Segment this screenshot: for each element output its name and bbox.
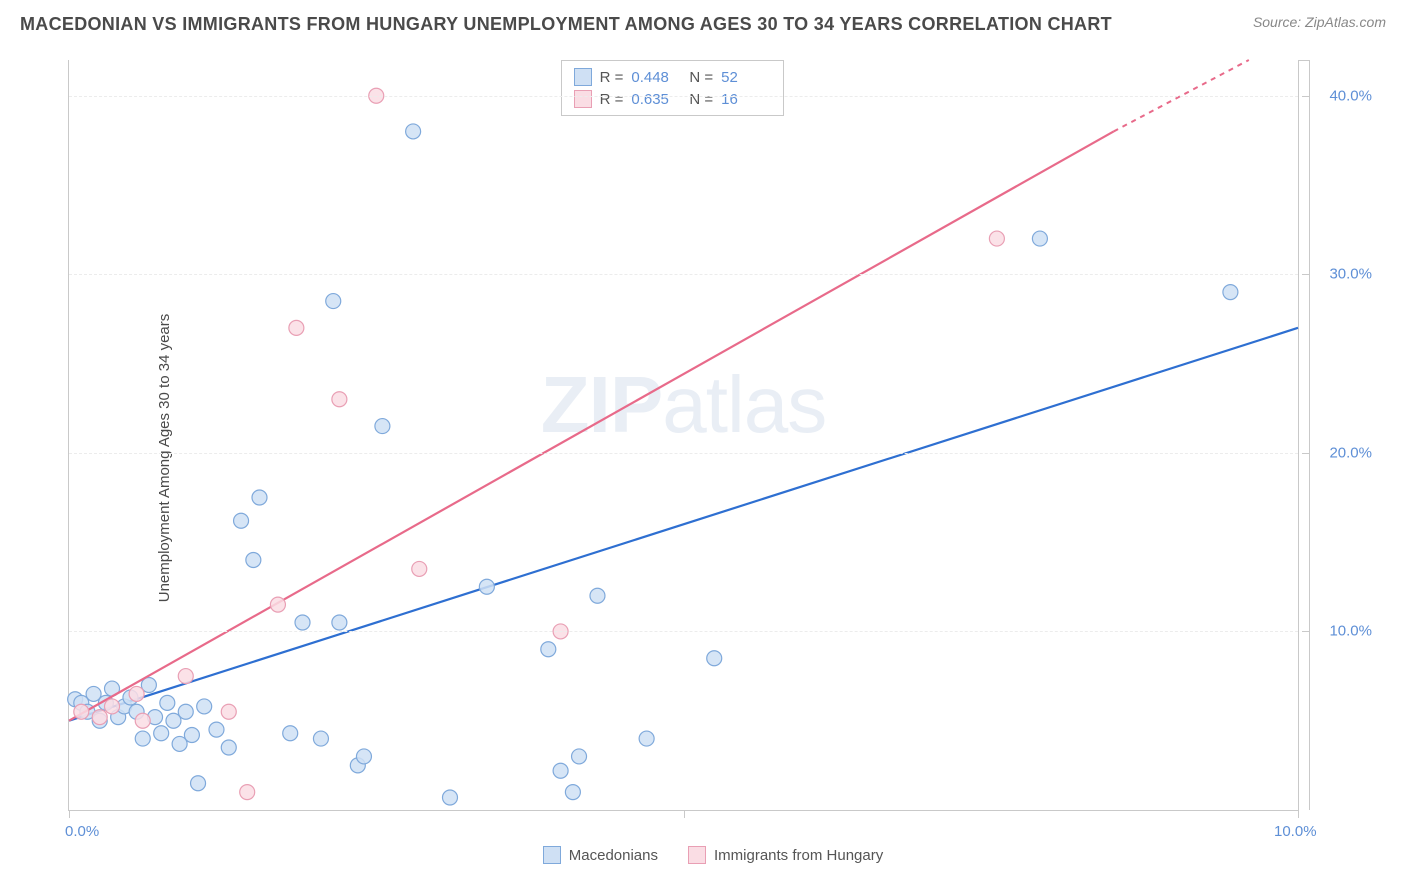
source-label: Source: ZipAtlas.com	[1253, 14, 1386, 30]
stat-r-label-2: R =	[600, 91, 624, 108]
swatch-series-2	[574, 90, 592, 108]
stat-n-value-1: 52	[721, 69, 771, 86]
y-tick-mark	[1302, 274, 1310, 275]
stat-n-label-1: N =	[689, 69, 713, 86]
legend-label-1: Macedonians	[569, 847, 658, 864]
y-tick-label: 20.0%	[1329, 444, 1372, 461]
x-tick-mark	[684, 810, 685, 818]
gridline	[69, 274, 1298, 275]
stat-r-value-1: 0.448	[631, 69, 681, 86]
legend-swatch-1	[543, 846, 561, 864]
stats-row-2: R = 0.635 N = 16	[574, 88, 772, 110]
legend-item-2: Immigrants from Hungary	[688, 846, 883, 864]
y-tick-label: 10.0%	[1329, 623, 1372, 640]
x-tick-label: 0.0%	[65, 823, 99, 840]
x-tick-mark	[69, 810, 70, 818]
legend-item-1: Macedonians	[543, 846, 658, 864]
y-tick-label: 40.0%	[1329, 87, 1372, 104]
chart-container: Unemployment Among Ages 30 to 34 years Z…	[38, 50, 1388, 866]
gridline	[69, 96, 1298, 97]
legend-swatch-2	[688, 846, 706, 864]
stat-n-value-2: 16	[721, 91, 771, 108]
gridline	[69, 453, 1298, 454]
stat-r-value-2: 0.635	[631, 91, 681, 108]
chart-title: MACEDONIAN VS IMMIGRANTS FROM HUNGARY UN…	[20, 14, 1112, 35]
stats-legend: R = 0.448 N = 52 R = 0.635 N = 16	[561, 60, 785, 116]
gridline	[69, 631, 1298, 632]
stats-row-1: R = 0.448 N = 52	[574, 66, 772, 88]
stat-r-label-1: R =	[600, 69, 624, 86]
swatch-series-1	[574, 68, 592, 86]
y-tick-mark	[1302, 96, 1310, 97]
x-tick-label: 10.0%	[1274, 823, 1317, 840]
x-tick-mark	[1298, 810, 1299, 818]
legend-label-2: Immigrants from Hungary	[714, 847, 883, 864]
plot-svg	[69, 60, 1298, 810]
y-tick-mark	[1302, 453, 1310, 454]
stat-n-label-2: N =	[689, 91, 713, 108]
y-tick-mark	[1302, 631, 1310, 632]
plot-area: ZIPatlas R = 0.448 N = 52 R = 0.635 N = …	[68, 60, 1298, 811]
right-axis-box	[1298, 60, 1310, 810]
bottom-legend: Macedonians Immigrants from Hungary	[38, 846, 1388, 864]
y-tick-label: 30.0%	[1329, 266, 1372, 283]
